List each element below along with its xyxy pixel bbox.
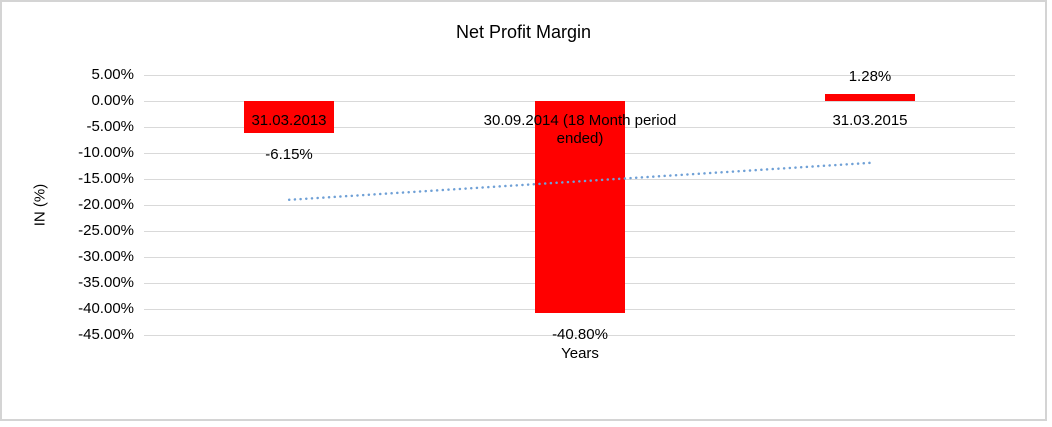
y-tick-label: -40.00% bbox=[78, 300, 134, 317]
category-label: 31.03.2013 bbox=[251, 112, 327, 129]
data-label: -40.80% bbox=[552, 326, 608, 343]
y-tick-label: -30.00% bbox=[78, 248, 134, 265]
y-tick-label: -20.00% bbox=[78, 196, 134, 213]
chart-title: Net Profit Margin bbox=[455, 22, 592, 42]
y-tick-label: -45.00% bbox=[78, 326, 134, 343]
bar-31.03.2013 bbox=[244, 101, 334, 133]
y-tick-label: -25.00% bbox=[78, 222, 134, 239]
y-tick-label: 0.00% bbox=[91, 92, 134, 109]
x-axis-title: Years bbox=[561, 345, 599, 362]
data-label: -6.15% bbox=[265, 146, 313, 163]
y-tick-label: -10.00% bbox=[78, 144, 134, 161]
category-label: 30.09.2014 (18 Month period ended) bbox=[483, 112, 677, 147]
y-tick-label: 5.00% bbox=[91, 66, 134, 83]
bar-31.03.2015 bbox=[825, 94, 915, 101]
bar-30.09.2014 (18 Month period ended) bbox=[535, 101, 625, 313]
y-tick-label: -15.00% bbox=[78, 170, 134, 187]
y-tick-label: -35.00% bbox=[78, 274, 134, 291]
gridline bbox=[144, 335, 1015, 336]
y-axis-title: IN (%) bbox=[31, 183, 49, 227]
category-label: 31.03.2015 bbox=[832, 112, 908, 129]
gridline bbox=[144, 75, 1015, 76]
y-tick-label: -5.00% bbox=[86, 118, 134, 135]
data-label: 1.28% bbox=[848, 68, 892, 85]
